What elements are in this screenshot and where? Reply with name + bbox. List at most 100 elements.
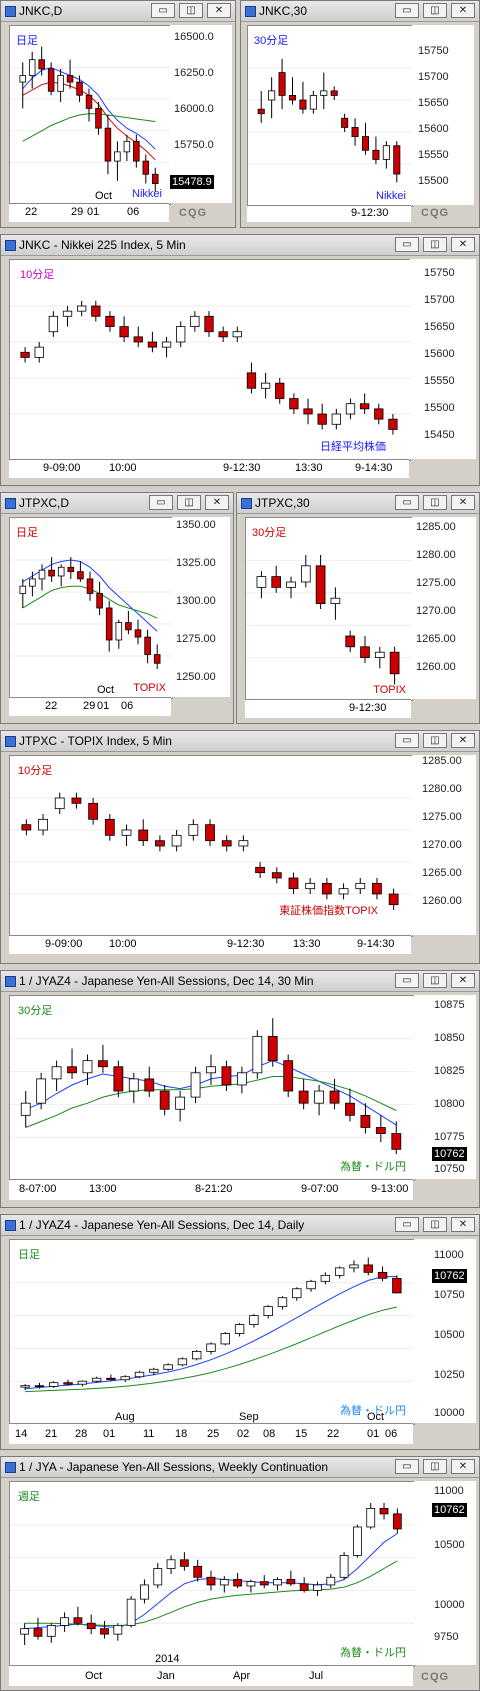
candle-up	[140, 1584, 149, 1600]
close-icon[interactable]: ✕	[451, 973, 475, 988]
restore-icon[interactable]: ◫	[423, 1217, 447, 1232]
restore-icon[interactable]: ◫	[423, 1459, 447, 1474]
plot-area[interactable]: 30分足 為替・ドル円	[9, 995, 415, 1181]
title-bar[interactable]: JNKC,D ▭ ◫ ✕	[1, 1, 235, 22]
close-icon[interactable]: ✕	[207, 3, 231, 18]
title-bar[interactable]: 1 / JYAZ4 - Japanese Yen-All Sessions, D…	[1, 971, 479, 992]
restore-icon[interactable]: ◫	[423, 973, 447, 988]
candle-down	[278, 72, 286, 96]
period-label: 日足	[16, 35, 38, 47]
candle-up	[313, 1584, 322, 1591]
candle-up	[334, 1267, 345, 1276]
close-icon[interactable]: ✕	[451, 3, 475, 18]
restore-icon[interactable]: ◫	[177, 495, 201, 510]
chart-window-jya-weekly[interactable]: 1 / JYA - Japanese Yen-All Sessions, Wee…	[0, 1456, 480, 1691]
chart-window-jyaz4-daily[interactable]: 1 / JYAZ4 - Japanese Yen-All Sessions, D…	[0, 1214, 480, 1450]
minimize-icon[interactable]: ▭	[151, 3, 175, 18]
x-tick: 8-21:20	[195, 1183, 233, 1195]
title-bar[interactable]: JTPXC,30 ▭ ◫ ✕	[237, 493, 479, 514]
restore-icon[interactable]: ◫	[423, 495, 447, 510]
restore-icon[interactable]: ◫	[179, 3, 203, 18]
y-tick: 10250	[434, 1369, 465, 1381]
candle-up	[134, 1371, 145, 1378]
close-icon[interactable]: ✕	[451, 733, 475, 748]
chart-window-jtpxc-30[interactable]: JTPXC,30 ▭ ◫ ✕ 30分足 TOPIX 1285.00 1280.0…	[236, 492, 480, 724]
y-tick: 1285.00	[416, 521, 456, 533]
minimize-icon[interactable]: ▭	[395, 237, 419, 252]
x-month-label: Aug	[115, 1411, 135, 1423]
title-bar[interactable]: 1 / JYAZ4 - Japanese Yen-All Sessions, D…	[1, 1215, 479, 1236]
restore-icon[interactable]: ◫	[423, 3, 447, 18]
x-tick: 9-13:00	[371, 1183, 409, 1195]
candle-up	[48, 315, 59, 333]
candle-down	[341, 117, 349, 128]
candle-down	[95, 108, 102, 129]
minimize-icon[interactable]: ▭	[395, 495, 419, 510]
minimize-icon[interactable]: ▭	[149, 495, 173, 510]
candle-down	[48, 569, 55, 577]
chart-window-jnkc-daily[interactable]: JNKC,D ▭ ◫ ✕ 日足 Nikkei 16500.0 16250.0 1…	[0, 0, 236, 228]
candle-up	[314, 1090, 324, 1104]
y-axis: 16500.0 16250.0 16000.0 15750.0 15478.9	[170, 25, 232, 203]
candle-up	[305, 882, 316, 890]
title-bar[interactable]: JNKC - Nikkei 225 Index, 5 Min ▭ ◫ ✕	[1, 235, 479, 256]
minimize-icon[interactable]: ▭	[395, 1217, 419, 1232]
y-tick: 1250.00	[176, 671, 216, 683]
candle-down	[88, 802, 99, 820]
x-tick: 11	[143, 1428, 155, 1440]
minimize-icon[interactable]: ▭	[395, 973, 419, 988]
minimize-icon[interactable]: ▭	[395, 1459, 419, 1474]
title-bar[interactable]: JTPXC - TOPIX Index, 5 Min ▭ ◫ ✕	[1, 731, 479, 752]
instrument-label: 東証株価指数TOPIX	[279, 905, 378, 917]
chart-window-jnkc-5min[interactable]: JNKC - Nikkei 225 Index, 5 Min ▭ ◫ ✕ 10分…	[0, 234, 480, 486]
candle-up	[166, 1559, 176, 1569]
candle-down	[317, 413, 327, 425]
plot-area[interactable]: 10分足 東証株価指数TOPIX	[9, 755, 413, 937]
y-tick: 1270.00	[416, 605, 456, 617]
restore-icon[interactable]: ◫	[423, 237, 447, 252]
chart-window-jyaz4-30min[interactable]: 1 / JYAZ4 - Japanese Yen-All Sessions, D…	[0, 970, 480, 1208]
plot-area[interactable]: 30分足 TOPIX	[245, 517, 413, 701]
y-tick: 10000	[434, 1599, 465, 1611]
candle-up	[177, 1358, 188, 1366]
y-axis: 10875 10850 10825 10800 10775 10762 1075…	[414, 995, 476, 1179]
chart-window-jtpxc-5min[interactable]: JTPXC - TOPIX Index, 5 Min ▭ ◫ ✕ 10分足 東証…	[0, 730, 480, 964]
minimize-icon[interactable]: ▭	[395, 733, 419, 748]
candle-up	[190, 315, 200, 327]
plot-area[interactable]: 10分足 日経平均株価	[9, 259, 411, 461]
close-icon[interactable]: ✕	[451, 1459, 475, 1474]
x-axis: 9-12:30	[247, 205, 411, 222]
candle-down	[138, 829, 149, 842]
candle-up	[206, 1343, 216, 1352]
candle-up	[232, 331, 242, 338]
title-bar[interactable]: JNKC,30 ▭ ◫ ✕	[241, 1, 479, 22]
candle-down	[47, 68, 55, 92]
window-title: JTPXC,D	[19, 496, 70, 510]
x-axis: Oct Jan Apr Jul 2014	[9, 1653, 413, 1686]
period-label: 日足	[18, 1249, 40, 1261]
candle-up	[161, 341, 172, 348]
x-tick: 9-07:00	[301, 1183, 339, 1195]
close-icon[interactable]: ✕	[205, 495, 229, 510]
last-price-badge: 15478.9	[170, 175, 214, 189]
close-icon[interactable]: ✕	[451, 495, 475, 510]
plot-area[interactable]: 日足 TOPIX	[9, 517, 173, 699]
window-title: JTPXC,30	[255, 496, 310, 510]
candle-down	[392, 1277, 402, 1294]
close-icon[interactable]: ✕	[451, 1217, 475, 1232]
plot-area[interactable]: 日足 為替・ドル円	[9, 1239, 415, 1425]
candle-down	[106, 1377, 116, 1381]
chart-window-jtpxc-daily[interactable]: JTPXC,D ▭ ◫ ✕ 日足 TOPIX 1350.00 1325.00 1…	[0, 492, 234, 724]
close-icon[interactable]: ✕	[451, 237, 475, 252]
candle-up	[176, 326, 186, 343]
candlestick-chart	[10, 557, 172, 670]
plot-area[interactable]: 日足 Nikkei	[9, 25, 171, 205]
chart-window-jnkc-30[interactable]: JNKC,30 ▭ ◫ ✕ 30分足 Nikkei 15750 15700 15…	[240, 0, 480, 228]
plot-area[interactable]: 30分足 Nikkei	[247, 25, 413, 207]
title-bar[interactable]: 1 / JYA - Japanese Yen-All Sessions, Wee…	[1, 1457, 479, 1478]
plot-area[interactable]: 週足 為替・ドル円	[9, 1481, 415, 1667]
minimize-icon[interactable]: ▭	[395, 3, 419, 18]
restore-icon[interactable]: ◫	[423, 733, 447, 748]
title-bar[interactable]: JTPXC,D ▭ ◫ ✕	[1, 493, 233, 514]
y-tick: 16000.0	[174, 103, 214, 115]
